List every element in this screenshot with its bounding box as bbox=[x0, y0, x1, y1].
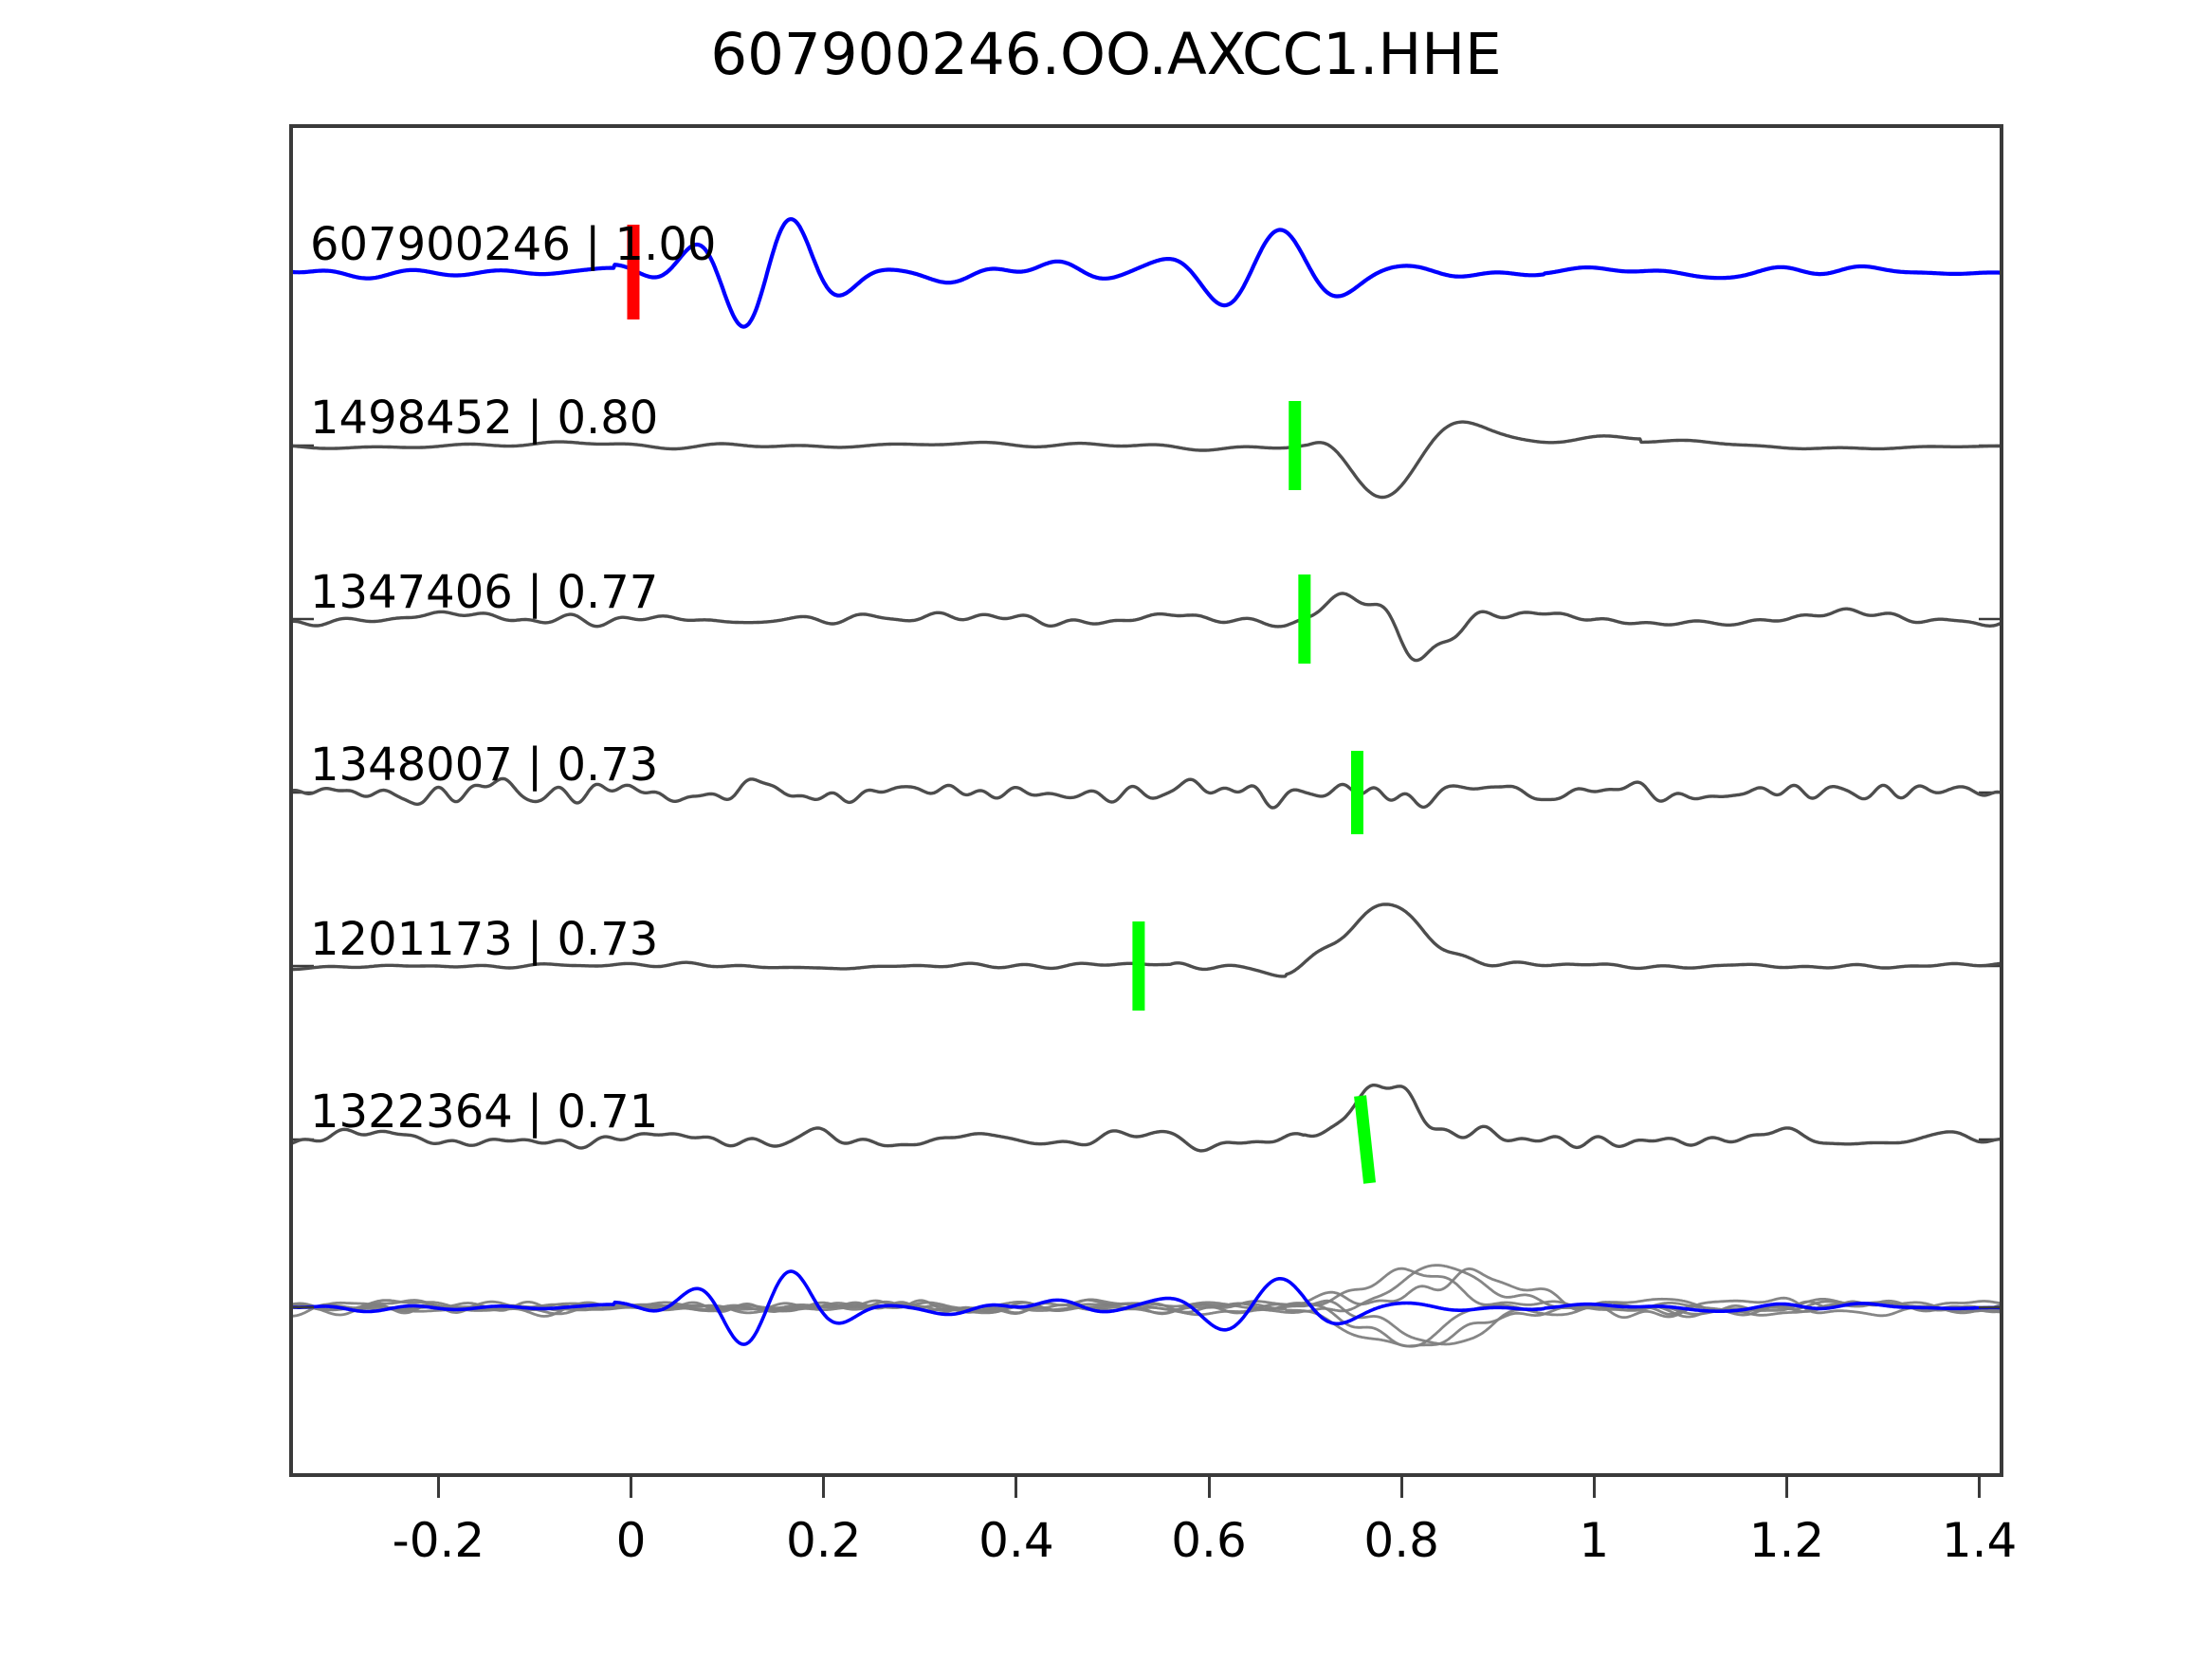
x-tick-mark bbox=[1015, 1477, 1018, 1498]
trace-label-5: 1322364 | 0.71 bbox=[310, 1085, 659, 1139]
x-tick-mark bbox=[822, 1477, 826, 1498]
trace-line-1498452 bbox=[293, 422, 2000, 497]
x-tick-label: 1.4 bbox=[1941, 1513, 2018, 1568]
x-tick-label: 0.8 bbox=[1363, 1513, 1439, 1568]
x-tick-label: 1.2 bbox=[1748, 1513, 1825, 1568]
x-axis: -0.2 0 0.2 0.4 0.6 0.8 1 1.2 1.4 bbox=[289, 1477, 2017, 1600]
x-tick-label: 0.2 bbox=[785, 1513, 862, 1568]
x-tick-label: -0.2 bbox=[392, 1513, 485, 1568]
waveform-canvas bbox=[293, 128, 2000, 1473]
trace-label-3: 1348007 | 0.73 bbox=[310, 738, 659, 792]
trace-label-0: 607900246 | 1.00 bbox=[310, 218, 717, 271]
x-tick-mark bbox=[1207, 1477, 1211, 1498]
x-tick-mark bbox=[1399, 1477, 1403, 1498]
plot-area: 607900246 | 1.00 1498452 | 0.80 1347406 … bbox=[289, 124, 2003, 1477]
overlay-trace-line bbox=[293, 1268, 2000, 1317]
trace-line-1347406 bbox=[293, 593, 2000, 661]
overlay-template-line bbox=[293, 1271, 2000, 1344]
x-tick-mark bbox=[1784, 1477, 1788, 1498]
x-tick-mark bbox=[436, 1477, 440, 1498]
x-tick-mark bbox=[1978, 1477, 1982, 1498]
page-title: 607900246.OO.AXCC1.HHE bbox=[710, 21, 1502, 88]
trace-line-1322364 bbox=[293, 1085, 2000, 1151]
pick-marker-1322364 bbox=[1354, 1095, 1377, 1184]
x-tick-label: 0 bbox=[615, 1513, 647, 1568]
x-tick-mark bbox=[630, 1477, 633, 1498]
x-tick-mark bbox=[1592, 1477, 1596, 1498]
x-tick-label: 0.4 bbox=[978, 1513, 1054, 1568]
trace-line-607900246 bbox=[293, 219, 2000, 326]
trace-label-2: 1347406 | 0.77 bbox=[310, 566, 659, 619]
trace-label-1: 1498452 | 0.80 bbox=[310, 392, 659, 445]
x-tick-label: 0.6 bbox=[1171, 1513, 1247, 1568]
x-tick-label: 1 bbox=[1579, 1513, 1610, 1568]
trace-line-1201173 bbox=[293, 904, 2000, 976]
trace-label-4: 1201173 | 0.73 bbox=[310, 913, 659, 966]
trace-line-1348007 bbox=[293, 778, 2000, 808]
